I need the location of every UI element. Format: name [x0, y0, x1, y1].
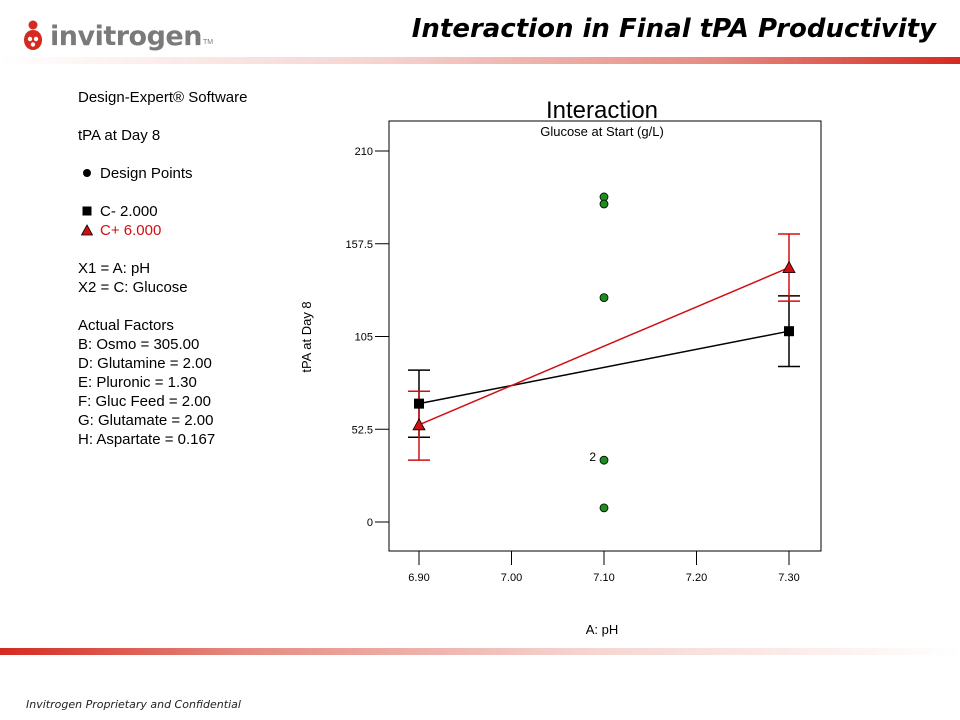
chart-title: Interaction: [546, 97, 658, 124]
actual-factor-d: D: Glutamine = 2.00: [78, 355, 212, 372]
square-marker-icon: [82, 206, 92, 216]
c-minus-label: C- 2.000: [100, 203, 158, 220]
design-point: [599, 199, 609, 209]
footer-divider-bar: [0, 648, 960, 655]
y-tick-label: 105: [355, 332, 373, 344]
actual-factor-g: G: Glutamate = 2.00: [78, 412, 214, 429]
design-points-label: Design Points: [100, 165, 193, 182]
invitrogen-logo-icon: [24, 20, 42, 50]
actual-factor-h: H: Aspartate = 0.167: [78, 431, 216, 448]
actual-factors-title: Actual Factors: [78, 317, 174, 334]
c-minus-point: [414, 398, 424, 409]
triangle-marker-icon: [80, 224, 94, 236]
actual-factor-e: E: Pluronic = 1.30: [78, 374, 197, 391]
logo-text: invitrogen: [50, 20, 202, 52]
logo-trademark: TM: [202, 39, 214, 46]
chart-legend-panel: Design-Expert® Software tPA at Day 8 Des…: [78, 88, 247, 449]
y-tick-label: 157.5: [345, 239, 373, 251]
c-minus-point: [784, 326, 794, 337]
design-point-label: 2: [589, 450, 596, 464]
c-plus-series-line: [418, 266, 790, 426]
x-tick-label: 6.90: [408, 572, 429, 584]
chart-subtitle: Glucose at Start (g/L): [540, 124, 664, 139]
x-tick-label: 7.30: [778, 572, 799, 584]
c-minus-series-line: [418, 330, 790, 405]
c-plus-point: [412, 417, 426, 431]
x1-label: X1 = A: pH: [78, 260, 151, 277]
y-tick-label: 0: [367, 517, 373, 529]
software-label: Design-Expert® Software: [78, 89, 248, 106]
c-plus-label: C+ 6.000: [100, 222, 162, 239]
x-tick-label: 7.00: [501, 572, 522, 584]
x-tick-label: 7.10: [593, 572, 614, 584]
slide-title: Interaction in Final tPA Productivity: [411, 14, 936, 44]
x-axis-label: A: pH: [586, 622, 619, 637]
x2-label: X2 = C: Glucose: [78, 279, 188, 296]
response-label: tPA at Day 8: [78, 127, 161, 144]
plot-frame: [388, 120, 822, 552]
y-axis-label: tPA at Day 8: [299, 301, 314, 372]
header-divider-bar: [0, 57, 960, 64]
invitrogen-logo: invitrogen TM: [22, 14, 213, 58]
legend-design-points: Design Points: [78, 164, 247, 183]
y-tick-label: 52.5: [352, 424, 373, 436]
c-plus-point: [782, 260, 796, 274]
legend-c-minus: C- 2.000: [78, 202, 247, 221]
actual-factor-b: B: Osmo = 305.00: [78, 336, 200, 353]
design-point-marker-icon: [83, 169, 91, 178]
footer-text: Invitrogen Proprietary and Confidential: [26, 698, 241, 711]
y-tick-label: 210: [355, 146, 373, 158]
legend-c-plus: C+ 6.000: [78, 221, 247, 240]
design-point: [599, 455, 609, 465]
x-tick-label: 7.20: [686, 572, 707, 584]
design-point: [599, 503, 609, 513]
design-point: [599, 293, 609, 303]
actual-factor-f: F: Gluc Feed = 2.00: [78, 393, 211, 410]
